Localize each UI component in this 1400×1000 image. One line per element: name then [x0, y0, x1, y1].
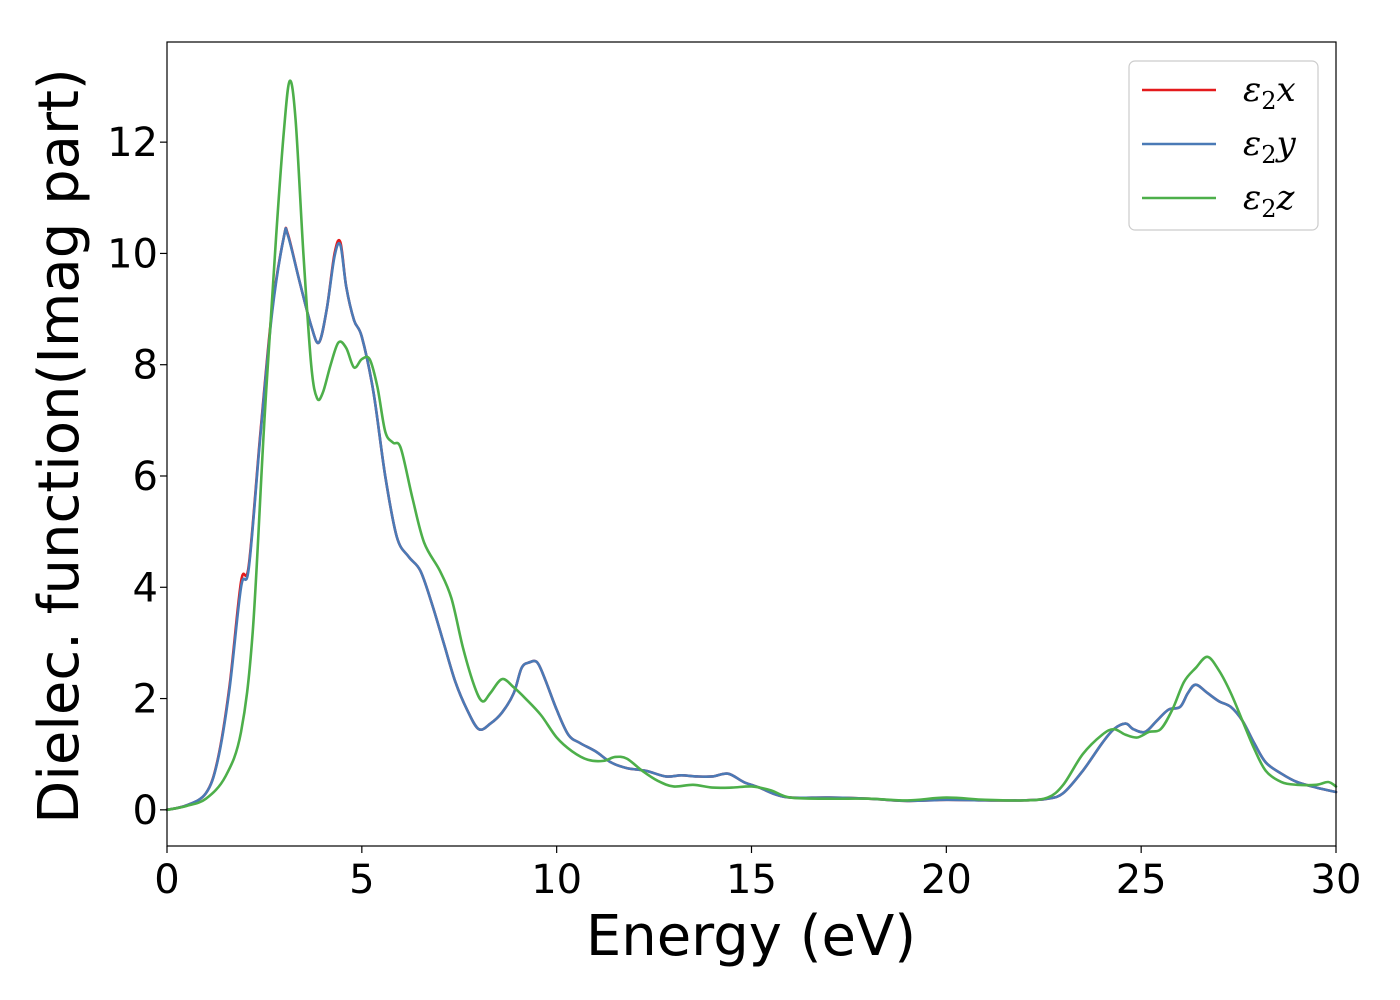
y-tick-label: 0 — [133, 788, 158, 834]
x-axis-title: Energy (eV) — [586, 904, 916, 969]
legend-label-x: ε2x — [1243, 70, 1296, 115]
x-tick-label: 25 — [1116, 857, 1167, 903]
legend-label-y: ε2y — [1243, 124, 1297, 169]
y-tick-label: 12 — [107, 120, 158, 166]
y-tick-label: 4 — [133, 565, 158, 611]
y-axis-title: Dielec. function(Imag part) — [27, 68, 92, 824]
legend-label-z: ε2z — [1243, 178, 1296, 223]
x-tick-label: 15 — [726, 857, 777, 903]
y-tick-label: 2 — [133, 677, 158, 723]
series-line-z — [165, 79, 1338, 812]
x-tick-label: 5 — [349, 857, 374, 903]
y-tick-label: 10 — [107, 231, 158, 277]
y-tick-label: 8 — [133, 343, 158, 389]
legend: ε2x ε2y ε2z — [1128, 60, 1319, 231]
y-axis: 0 2 4 6 8 10 12 — [107, 120, 167, 834]
x-tick-label: 30 — [1311, 857, 1362, 903]
x-tick-label: 10 — [531, 857, 582, 903]
series-layer — [165, 79, 1338, 812]
x-axis: 0 5 10 15 20 25 30 — [154, 846, 1361, 903]
y-tick-label: 6 — [133, 454, 158, 500]
x-tick-label: 0 — [154, 857, 179, 903]
series-line-y — [165, 227, 1338, 812]
legend-box — [1128, 60, 1319, 231]
x-tick-label: 20 — [921, 857, 972, 903]
